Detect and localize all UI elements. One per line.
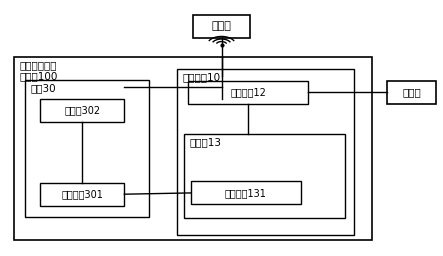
Bar [190, 182, 301, 204]
Text: 用户端: 用户端 [212, 21, 231, 31]
Bar [40, 99, 124, 122]
Text: 天线30: 天线30 [30, 83, 56, 93]
Bar [40, 183, 124, 206]
Text: 通信接口301: 通信接口301 [62, 189, 103, 199]
Bar [25, 80, 149, 217]
Text: 人体腔: 人体腔 [402, 87, 421, 97]
Bar [193, 15, 250, 38]
Bar [387, 81, 435, 104]
Text: 天线端口131: 天线端口131 [225, 188, 267, 198]
Text: 动作主体10: 动作主体10 [183, 72, 221, 82]
Bar [14, 57, 372, 240]
Text: 动作单元12: 动作单元12 [230, 87, 266, 97]
Text: 处理器13: 处理器13 [189, 137, 221, 147]
Bar [184, 134, 345, 218]
Text: 入体式理疗训
练装置100: 入体式理疗训 练装置100 [19, 60, 58, 81]
Bar [177, 69, 354, 235]
Bar [188, 81, 307, 104]
Text: 信号端302: 信号端302 [64, 105, 101, 115]
